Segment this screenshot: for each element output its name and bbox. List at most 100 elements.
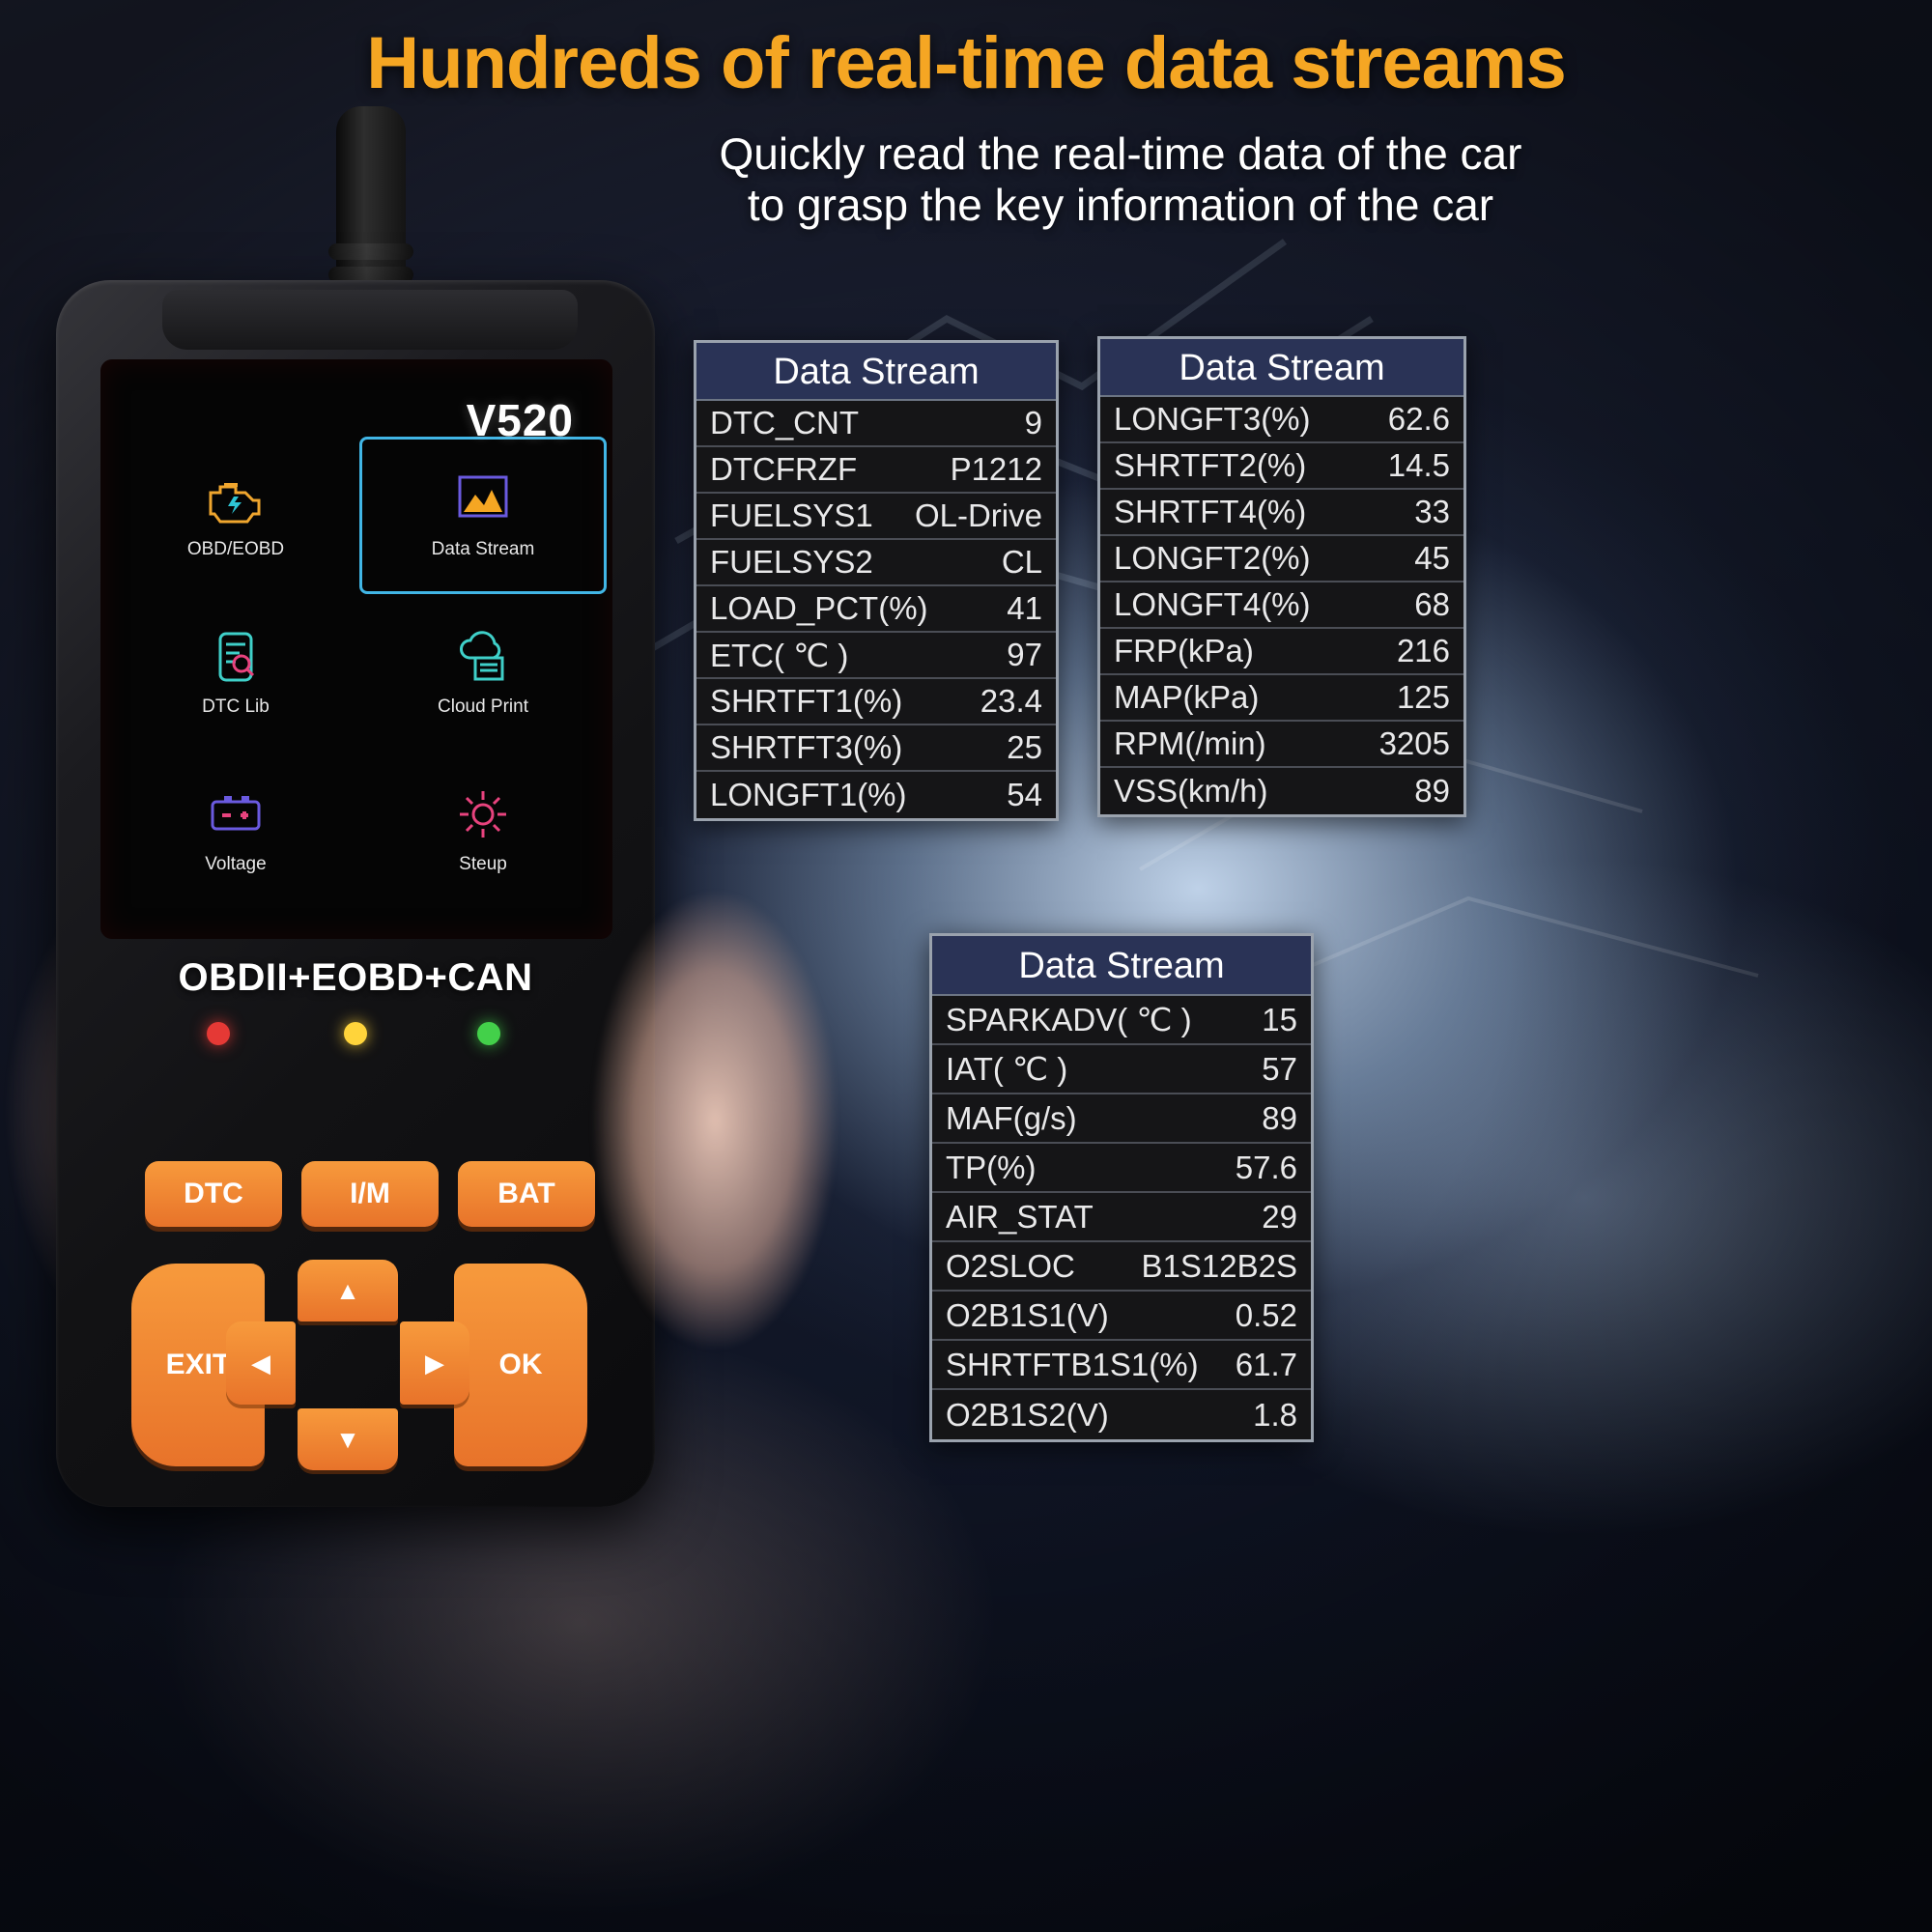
table-row[interactable]: SHRTFTB1S1(%) 61.7 (932, 1341, 1311, 1390)
table-cell-value: 89 (1414, 773, 1450, 809)
table-cell-value: 1.8 (1253, 1396, 1297, 1433)
table-row[interactable]: ETC( ℃ ) 97 (696, 633, 1056, 679)
menu-item-voltage[interactable]: Voltage (112, 753, 359, 910)
table-cell-value: 33 (1414, 494, 1450, 529)
table-cell-value: P1212 (950, 451, 1042, 487)
document-search-icon (218, 632, 255, 682)
menu-item-cloud-print[interactable]: Cloud Print (359, 594, 607, 752)
table-cell-value: 23.4 (980, 683, 1042, 719)
table-row[interactable]: LOAD_PCT(%) 41 (696, 586, 1056, 633)
dpad-up-button[interactable]: ▲ (298, 1260, 398, 1321)
table-row[interactable]: LONGFT3(%) 62.6 (1100, 397, 1463, 443)
table-cell-value: 45 (1414, 540, 1450, 576)
table-cell-key: IAT( ℃ ) (946, 1051, 1068, 1087)
led-red (207, 1022, 230, 1045)
table-cell-key: AIR_STAT (946, 1198, 1094, 1235)
table-row[interactable]: RPM(/min) 3205 (1100, 722, 1463, 768)
table-row[interactable]: LONGFT1(%) 54 (696, 772, 1056, 818)
table-cell-key: O2B1S1(V) (946, 1296, 1109, 1333)
table-cell-value: CL (1001, 544, 1042, 580)
menu-item-dtc-lib[interactable]: DTC Lib (112, 594, 359, 752)
table-cell-value: 3205 (1378, 725, 1450, 761)
table-row[interactable]: TP(%) 57.6 (932, 1144, 1311, 1193)
table-cell-key: LOAD_PCT(%) (710, 590, 928, 626)
table-body: SPARKADV( ℃ ) 15 IAT( ℃ ) 57 MAF(g/s) 89 TP(%)… (932, 996, 1311, 1439)
cloud-print-icon (460, 631, 504, 681)
table-row[interactable]: AIR_STAT 29 (932, 1193, 1311, 1242)
table-cell-value: 57 (1262, 1050, 1297, 1087)
table-row[interactable]: VSS(km/h) 89 (1100, 768, 1463, 814)
table-row[interactable]: SHRTFT3(%) 25 (696, 725, 1056, 772)
table-title: Data Stream (932, 936, 1311, 996)
table-row[interactable]: SHRTFT4(%) 33 (1100, 490, 1463, 536)
table-cell-value: 0.52 (1235, 1296, 1297, 1333)
table-cell-key: SHRTFT1(%) (710, 683, 903, 719)
bat-button[interactable]: BAT (458, 1161, 595, 1227)
dtc-button[interactable]: DTC (145, 1161, 282, 1227)
table-cell-key: LONGFT2(%) (1114, 540, 1311, 576)
table-cell-key: O2B1S2(V) (946, 1396, 1109, 1433)
data-stream-table: Data Stream DTC_CNT 9 DTCFRZF P1212 FUELSYS1… (694, 340, 1059, 821)
table-cell-value: 57.6 (1235, 1149, 1297, 1185)
table-cell-key: DTC_CNT (710, 405, 859, 440)
table-cell-value: 14.5 (1387, 447, 1450, 483)
table-row[interactable]: LONGFT4(%) 68 (1100, 582, 1463, 629)
table-row[interactable]: FUELSYS1 OL-Drive (696, 494, 1056, 540)
table-row[interactable]: O2B1S2(V) 1.8 (932, 1390, 1311, 1439)
table-cell-value: OL-Drive (914, 497, 1042, 533)
cable-rib (328, 243, 413, 260)
table-row[interactable]: DTCFRZF P1212 (696, 447, 1056, 494)
device-brandline: OBDII+EOBD+CAN (178, 956, 533, 999)
data-stream-table: Data Stream LONGFT3(%) 62.6 SHRTFT2(%) 14.5… (1097, 336, 1466, 817)
dpad-right-button[interactable]: ▶ (400, 1321, 469, 1405)
menu-item-label: OBD/EOBD (186, 538, 285, 559)
table-row[interactable]: O2B1S1(V) 0.52 (932, 1292, 1311, 1341)
menu-item-label: Cloud Print (438, 696, 528, 717)
battery-icon (211, 796, 261, 831)
table-row[interactable]: DTC_CNT 9 (696, 401, 1056, 447)
menu-item-data-stream[interactable]: Data Stream (359, 437, 607, 595)
menu-item-label: Voltage (205, 854, 267, 875)
table-cell-key: DTCFRZF (710, 451, 858, 487)
ok-button[interactable]: OK (454, 1264, 587, 1466)
table-row[interactable]: SHRTFT2(%) 14.5 (1100, 443, 1463, 490)
table-cell-key: LONGFT3(%) (1114, 401, 1311, 437)
table-cell-value: 68 (1414, 586, 1450, 622)
table-row[interactable]: MAF(g/s) 89 (932, 1094, 1311, 1144)
menu-item-label: Data Stream (431, 538, 535, 559)
dpad-down-button[interactable]: ▼ (298, 1408, 398, 1470)
table-row[interactable]: O2SLOC B1S12B2S (932, 1242, 1311, 1292)
page-subtitle: Quickly read the real-time data of the c… (0, 128, 1932, 232)
table-cell-value: 41 (1007, 590, 1042, 626)
table-row[interactable]: SPARKADV( ℃ ) 15 (932, 996, 1311, 1045)
table-cell-key: SHRTFT2(%) (1114, 447, 1307, 483)
menu-item-setup[interactable]: Steup (359, 753, 607, 910)
menu-item-label: Steup (459, 854, 507, 875)
table-row[interactable]: MAP(kPa) 125 (1100, 675, 1463, 722)
table-cell-value: 97 (1007, 637, 1042, 672)
table-cell-key: O2SLOC (946, 1247, 1075, 1284)
table-row[interactable]: IAT( ℃ ) 57 (932, 1045, 1311, 1094)
data-stream-table: Data Stream SPARKADV( ℃ ) 15 IAT( ℃ ) 57 MAF… (929, 933, 1314, 1442)
engine-icon (209, 482, 261, 524)
im-button[interactable]: I/M (301, 1161, 439, 1227)
page-title: Hundreds of real-time data streams (366, 22, 1567, 104)
table-cell-value: 9 (1024, 405, 1042, 440)
table-row[interactable]: FUELSYS2 CL (696, 540, 1056, 586)
table-cell-key: MAP(kPa) (1114, 679, 1260, 715)
menu-item-label: DTC Lib (202, 696, 270, 717)
table-cell-value: 61.7 (1235, 1346, 1297, 1382)
table-row[interactable]: SHRTFT1(%) 23.4 (696, 679, 1056, 725)
table-cell-key: RPM(/min) (1114, 725, 1266, 761)
chart-icon (458, 475, 508, 518)
menu-item-obd-eobd[interactable]: OBD/EOBD (112, 437, 359, 594)
table-row[interactable]: LONGFT2(%) 45 (1100, 536, 1463, 582)
table-cell-key: TP(%) (946, 1149, 1037, 1185)
page-subtitle-line: Quickly read the real-time data of the c… (719, 128, 1522, 179)
page-subtitle-line: to grasp the key information of the car (747, 180, 1494, 231)
table-cell-key: LONGFT1(%) (710, 777, 907, 812)
table-title: Data Stream (1100, 339, 1463, 397)
dpad-left-button[interactable]: ◀ (226, 1321, 296, 1405)
table-row[interactable]: FRP(kPa) 216 (1100, 629, 1463, 675)
table-cell-key: LONGFT4(%) (1114, 586, 1311, 622)
